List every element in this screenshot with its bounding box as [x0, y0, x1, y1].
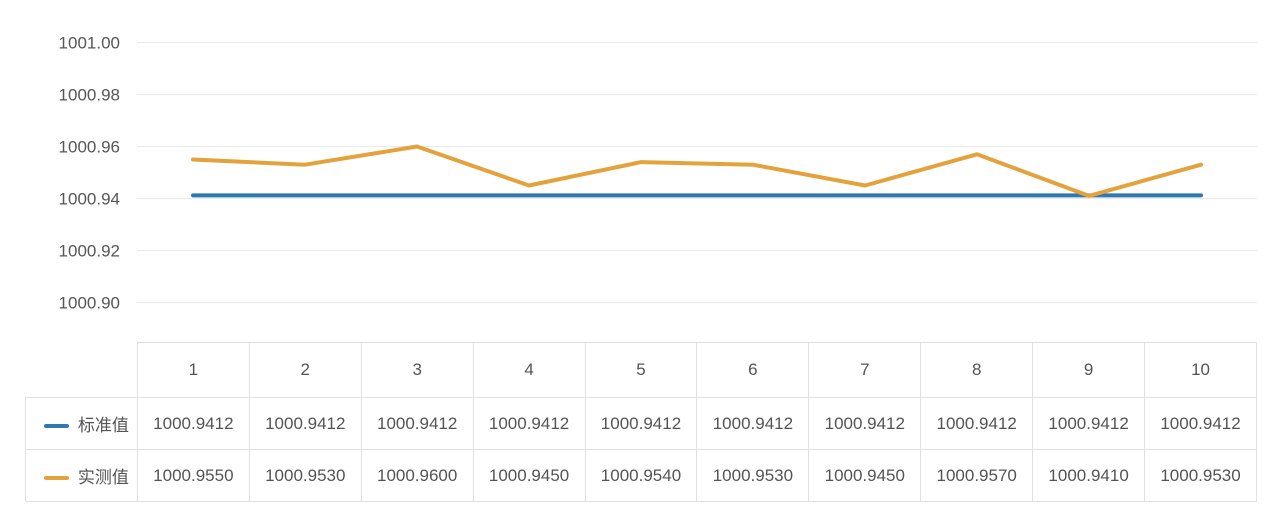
column-header-cell: 6	[696, 342, 810, 398]
value-cell: 1000.9412	[360, 397, 474, 450]
value-cell: 1000.9412	[1032, 397, 1146, 450]
value-cell: 1000.9530	[248, 449, 362, 502]
legend-line-swatch	[43, 476, 69, 480]
column-header-cell: 1	[136, 342, 250, 398]
y-axis-tick-label: 1000.94	[59, 189, 120, 208]
series-label-cell: 实测值	[25, 449, 138, 502]
column-header-cell: 9	[1032, 342, 1146, 398]
table-row: 实测值 1000.9550 1000.9530 1000.9600 1000.9450 1…	[25, 449, 1257, 502]
value-cell: 1000.9570	[920, 449, 1034, 502]
series-name-label: 实测值	[77, 468, 129, 487]
value-cell: 1000.9412	[1144, 397, 1257, 450]
value-cell: 1000.9600	[360, 449, 474, 502]
y-axis-tick-label: 1000.92	[59, 241, 120, 260]
data-table: 1 2 3 4 5 6 7 8 9 10 标准值 1000.9412 1000.9412 1000.941…	[25, 342, 1257, 502]
table-header-row: 1 2 3 4 5 6 7 8 9 10	[25, 342, 1257, 398]
value-cell: 1000.9530	[696, 449, 810, 502]
column-header-cell: 7	[808, 342, 922, 398]
value-cell: 1000.9540	[584, 449, 698, 502]
value-cell: 1000.9412	[472, 397, 586, 450]
line-chart: 1001.00 1000.98 1000.96 1000.94 1000.92 1000.…	[59, 33, 1257, 312]
value-cell: 1000.9450	[808, 449, 922, 502]
y-axis-tick-label: 1000.98	[59, 85, 120, 104]
value-cell: 1000.9412	[136, 397, 250, 450]
table-row: 标准值 1000.9412 1000.9412 1000.9412 1000.9412 1…	[25, 397, 1257, 450]
value-cell: 1000.9412	[696, 397, 810, 450]
legend-line-swatch	[43, 424, 69, 428]
value-cell: 1000.9412	[584, 397, 698, 450]
y-axis-tick-label: 1000.90	[59, 293, 120, 312]
value-cell: 1000.9450	[472, 449, 586, 502]
value-cell: 1000.9410	[1032, 449, 1146, 502]
y-axis-tick-label: 1000.96	[59, 137, 120, 156]
column-header-cell: 10	[1144, 342, 1257, 398]
column-header-cell: 2	[248, 342, 362, 398]
column-header-cell: 4	[472, 342, 586, 398]
column-header-cell: 3	[360, 342, 474, 398]
column-header-cell: 8	[920, 342, 1034, 398]
y-axis-tick-label: 1001.00	[59, 33, 120, 52]
series-label-cell: 标准值	[25, 397, 138, 450]
value-cell: 1000.9412	[808, 397, 922, 450]
series-line-measured	[191, 144, 1203, 198]
value-cell: 1000.9412	[920, 397, 1034, 450]
series-name-label: 标准值	[77, 416, 129, 435]
table-corner-cell	[25, 342, 138, 398]
value-cell: 1000.9550	[136, 449, 250, 502]
value-cell: 1000.9412	[248, 397, 362, 450]
column-header-cell: 5	[584, 342, 698, 398]
value-cell: 1000.9530	[1144, 449, 1257, 502]
